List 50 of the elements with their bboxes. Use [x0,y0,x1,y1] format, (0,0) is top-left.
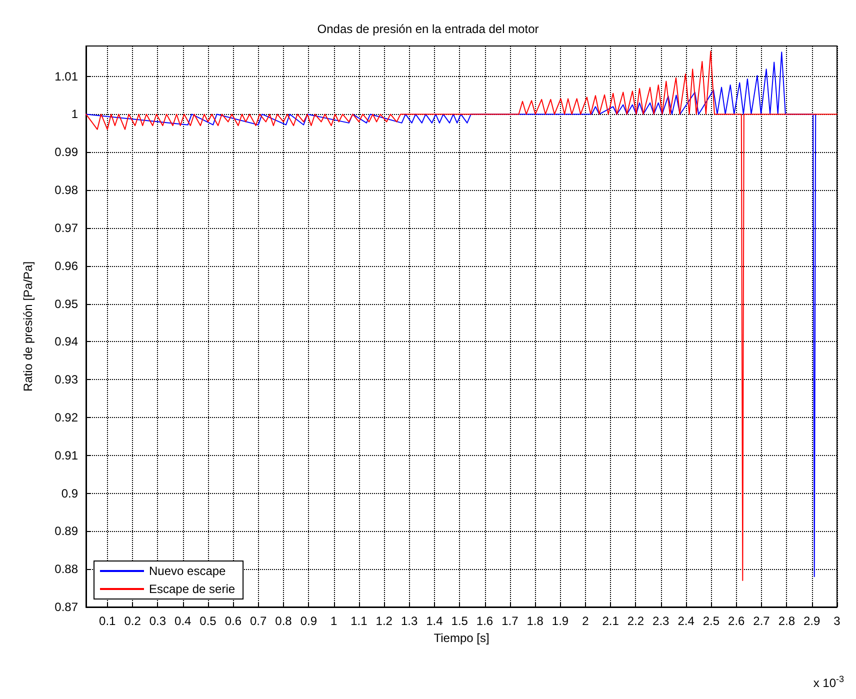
y-tick-label: 0.97 [54,220,78,235]
y-axis-title: Ratio de presión [Pa/Pa] [21,261,35,392]
x-tick-label: 0.3 [149,614,166,628]
x-tick-label: 0.6 [224,614,242,628]
y-tick-label: 1 [71,107,78,122]
x-tick-label: 1.7 [502,614,519,628]
x-tick-label: 1.4 [426,614,444,628]
x-tick-label: 1.2 [376,614,393,628]
y-tick-label: 0.89 [54,524,78,538]
x-tick-label: 2.6 [728,614,746,628]
x-tick-label: 2.5 [702,614,720,628]
y-tick-label: 0.88 [54,562,78,576]
x-tick-label: 1.5 [451,614,468,628]
y-tick-label: 0.99 [54,145,78,160]
legend-label: Escape de serie [149,582,236,596]
x-tick-label: 3 [834,614,841,628]
x-tick-label: 2.3 [652,614,670,628]
y-tick-label: 0.98 [54,183,78,198]
x-tick-label: 1.1 [350,614,368,628]
x-tick-label: 2.7 [753,614,770,628]
x-tick-label: 0.1 [99,614,116,628]
x-axis-title: Tiempo [s] [434,630,490,645]
x-tick-label: 2.4 [678,614,695,628]
chart-title: Ondas de presión en la entrada del motor [317,22,539,36]
x-tick-label: 0.7 [250,614,268,628]
y-tick-label: 0.95 [54,296,78,311]
y-tick-label: 0.92 [54,410,78,424]
x-tick-label: 2.9 [803,614,821,628]
y-tick-label: 0.9 [61,486,78,500]
y-tick-label: 0.94 [54,334,78,349]
x-tick-label: 2.8 [778,614,796,628]
x-tick-label: 1 [330,614,338,628]
x-tick-label: 1.6 [476,614,494,628]
x-tick-label: 1.9 [552,614,569,628]
y-tick-label: 0.87 [54,600,78,614]
x-tick-label: 0.5 [200,614,217,628]
x-tick-label: 0.8 [275,614,292,628]
x-tick-label: 0.4 [174,614,192,628]
x-tick-label: 1.8 [526,614,544,628]
x-tick-label: 1.3 [400,614,418,628]
y-tick-label: 0.93 [54,372,78,387]
x-tick-label: 2 [582,614,590,628]
y-tick-label: 0.91 [54,448,78,462]
y-tick-label: 0.96 [54,258,78,273]
y-tick-label: 1.01 [54,69,78,84]
legend-label: Nuevo escape [149,564,226,578]
x-tick-label: 2.1 [602,614,620,628]
x-tick-label: 0.2 [124,614,142,628]
x-tick-label: 2.2 [627,614,644,628]
x-tick-label: 0.9 [300,614,318,628]
